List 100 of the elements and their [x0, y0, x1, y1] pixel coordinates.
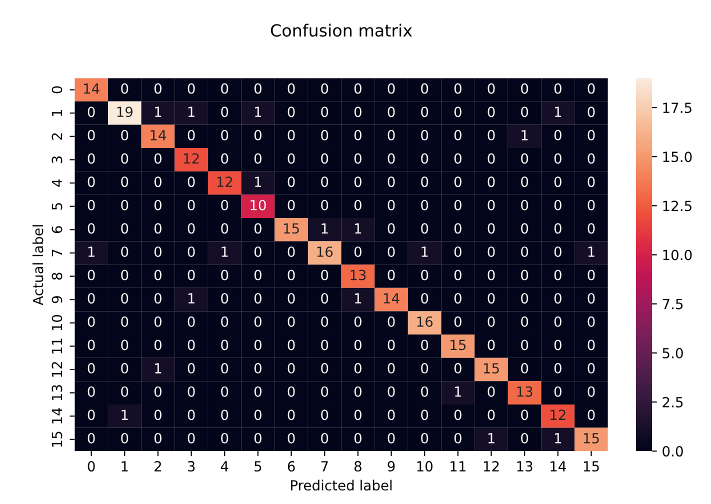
data-label: 0 — [188, 270, 195, 280]
data-label: 0 — [488, 316, 495, 327]
color-bar-label: 5.0 — [662, 348, 683, 358]
data-label: 0 — [154, 176, 162, 188]
data-label: 15 — [484, 363, 499, 374]
y-tick-label: 5 — [52, 203, 62, 210]
data-label: 0 — [454, 223, 462, 234]
data-label: 0 — [421, 363, 428, 374]
data-label: 0 — [121, 316, 128, 327]
data-label: 0 — [154, 316, 162, 327]
data-label: 0 — [88, 223, 95, 234]
x-tick-label: 0 — [88, 461, 95, 472]
data-label: 0 — [488, 200, 495, 210]
x-tick-label: 2 — [154, 461, 162, 472]
data-label: 0 — [354, 153, 362, 164]
data-label: 0 — [254, 410, 262, 420]
y-tick-label: 4 — [52, 179, 62, 187]
data-label: 0 — [121, 223, 128, 234]
data-label: 0 — [354, 432, 362, 444]
data-label: 0 — [588, 176, 595, 188]
data-label: 0 — [254, 293, 262, 304]
data-label: 0 — [554, 200, 562, 210]
data-label: 0 — [154, 410, 162, 420]
data-label: 0 — [354, 200, 362, 210]
data-label: 0 — [421, 340, 428, 350]
y-tick-label: 0 — [52, 86, 62, 94]
data-label: 0 — [121, 83, 128, 94]
data-label: 0 — [454, 363, 462, 374]
data-label: 0 — [588, 293, 595, 304]
data-label: 0 — [254, 223, 262, 234]
data-label: 0 — [421, 410, 428, 420]
data-label: 0 — [354, 83, 362, 94]
data-label: 1 — [255, 106, 262, 117]
data-label: 0 — [388, 340, 395, 350]
data-label: 0 — [588, 106, 595, 118]
data-label: 0 — [321, 106, 328, 118]
data-label: 0 — [254, 270, 262, 280]
data-label: 0 — [354, 340, 362, 350]
data-label: 0 — [521, 106, 528, 118]
color-bar-label: 10.0 — [663, 250, 692, 260]
data-label: 0 — [321, 153, 328, 164]
data-label: 0 — [588, 340, 595, 350]
data-label: 1 — [355, 293, 362, 304]
data-label: 0 — [454, 432, 462, 444]
data-label: 1 — [188, 293, 194, 304]
data-label: 0 — [154, 153, 162, 164]
x-axis-title: Predicted label — [291, 480, 392, 491]
y-tick-label: 1 — [52, 110, 62, 116]
y-tick-label: 3 — [52, 156, 62, 164]
data-label: 0 — [354, 386, 362, 397]
data-label: 1 — [522, 130, 528, 140]
data-label: 0 — [454, 410, 462, 420]
data-label: 0 — [354, 363, 362, 374]
data-label: 0 — [488, 106, 495, 118]
data-label: 0 — [588, 130, 595, 140]
data-label: 0 — [154, 293, 162, 304]
data-label: 0 — [388, 176, 395, 188]
data-label: 0 — [388, 130, 395, 140]
data-label: 0 — [288, 176, 295, 188]
data-label: 0 — [88, 432, 95, 444]
data-label: 14 — [84, 83, 100, 94]
data-label: 0 — [554, 270, 562, 280]
data-label: 0 — [588, 386, 595, 397]
data-label: 0 — [488, 83, 495, 94]
data-label: 0 — [88, 340, 95, 350]
color-bar-label: 2.5 — [662, 396, 683, 408]
data-label: 0 — [421, 106, 428, 118]
data-label: 0 — [521, 432, 528, 444]
x-tick-label: 1 — [122, 461, 128, 472]
data-label: 10 — [250, 200, 266, 210]
data-label: 0 — [88, 130, 95, 140]
color-bar-label: 7.5 — [662, 299, 683, 310]
color-bar-label: 17.5 — [663, 102, 692, 114]
data-label: 0 — [221, 410, 228, 420]
data-label: 0 — [121, 363, 128, 374]
data-label: 0 — [188, 386, 195, 397]
data-label: 1 — [422, 246, 428, 257]
data-label: 0 — [588, 410, 595, 420]
data-label: 0 — [454, 106, 462, 118]
data-label: 0 — [288, 83, 295, 94]
data-label: 0 — [254, 130, 262, 140]
data-label: 0 — [421, 432, 428, 444]
data-label: 1 — [555, 106, 562, 117]
data-label: 0 — [154, 270, 162, 280]
data-label: 0 — [121, 340, 128, 350]
data-label: 0 — [554, 223, 562, 234]
data-label: 0 — [188, 83, 195, 94]
data-label: 0 — [88, 176, 95, 188]
data-label: 0 — [421, 200, 428, 210]
x-tick-label: 13 — [517, 461, 532, 472]
y-tick-label: 13 — [52, 385, 62, 400]
data-label: 0 — [354, 316, 362, 327]
data-label: 0 — [88, 270, 95, 280]
data-label: 0 — [521, 223, 528, 234]
data-label: 0 — [521, 316, 528, 327]
data-label: 0 — [554, 246, 562, 257]
data-label: 1 — [488, 433, 494, 444]
data-label: 0 — [488, 340, 495, 350]
data-label: 0 — [454, 200, 462, 210]
data-label: 0 — [588, 270, 595, 280]
